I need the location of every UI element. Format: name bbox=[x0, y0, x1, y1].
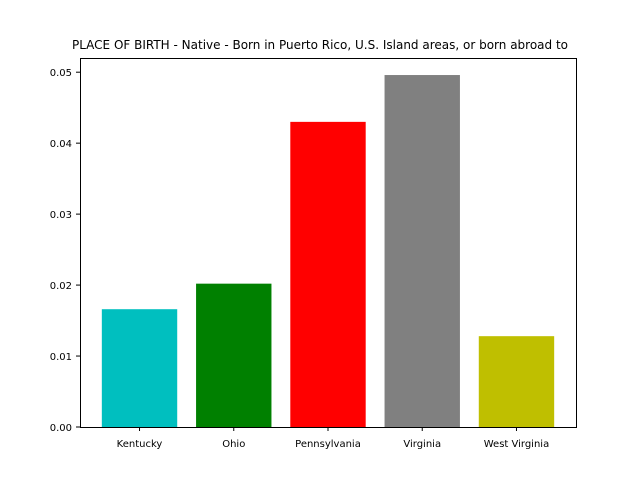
x-tick-label: West Virginia bbox=[484, 439, 549, 450]
plot-frame bbox=[80, 58, 577, 428]
y-tick-label: 0.02 bbox=[50, 281, 72, 292]
y-tick-label: 0.04 bbox=[50, 139, 72, 150]
y-tick-label: 0.03 bbox=[50, 210, 72, 221]
x-axis: Kentucky Ohio Pennsylvania Virginia West Vir… bbox=[117, 427, 549, 450]
bar-kentucky bbox=[101, 309, 178, 427]
y-tick-label: 0.00 bbox=[50, 423, 72, 434]
y-tick-label: 0.01 bbox=[50, 352, 72, 363]
bar-pennsylvania bbox=[290, 121, 366, 427]
bar-west-virginia bbox=[478, 336, 555, 427]
x-tick-label: Virginia bbox=[403, 439, 441, 450]
x-tick-label: Kentucky bbox=[117, 439, 163, 450]
x-tick-label: Ohio bbox=[222, 439, 245, 450]
bars-group bbox=[101, 75, 555, 428]
y-tick-label: 0.05 bbox=[50, 68, 72, 79]
chart-title: PLACE OF BIRTH - Native - Born in Puerto… bbox=[72, 38, 568, 52]
x-tick-label: Pennsylvania bbox=[295, 439, 361, 450]
bar-virginia bbox=[384, 75, 460, 428]
y-axis: 0.00 0.01 0.02 0.03 0.04 0.05 bbox=[50, 68, 80, 434]
bar-ohio bbox=[196, 283, 272, 427]
